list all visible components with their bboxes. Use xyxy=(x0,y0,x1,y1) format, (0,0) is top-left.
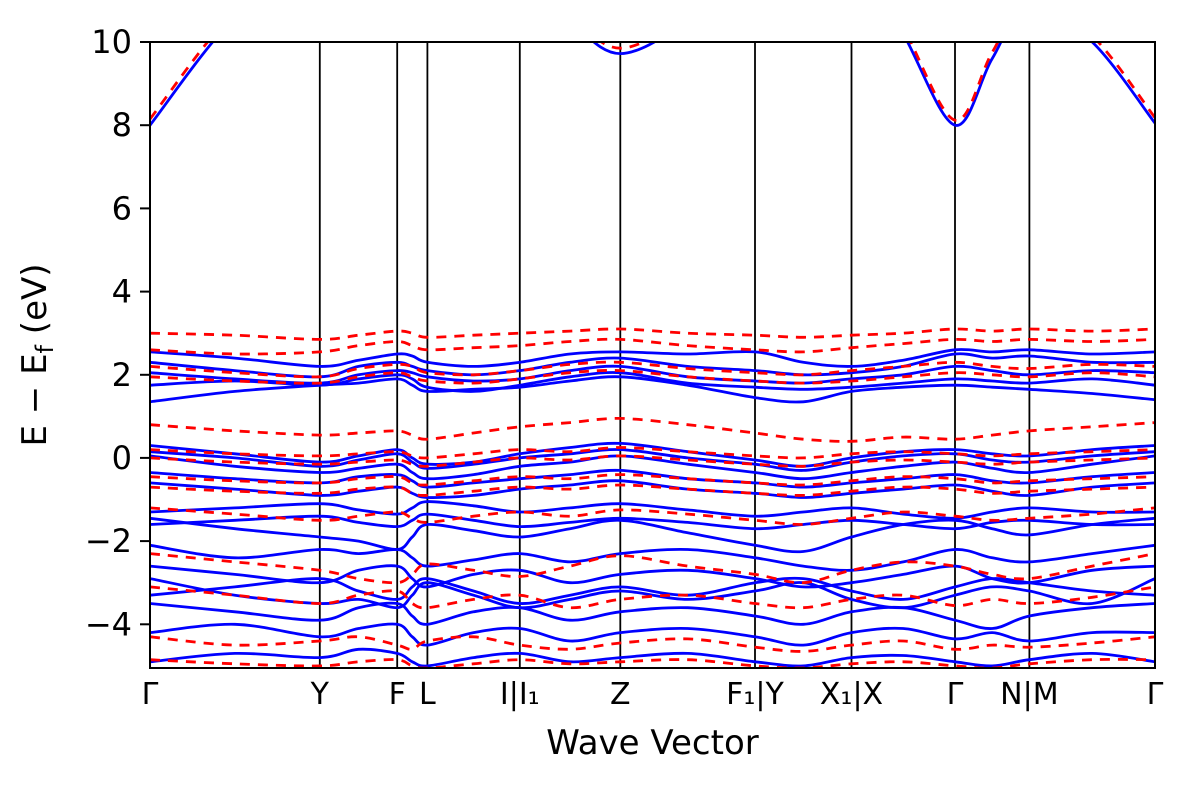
dashed-band-series-band xyxy=(150,552,1155,585)
dashed-band-series-band xyxy=(150,327,1155,341)
y-tick-label: 10 xyxy=(91,23,132,61)
dashed-band-series-band xyxy=(150,454,1155,468)
x-tick-label: F xyxy=(389,677,406,712)
x-tick-label: I|I₁ xyxy=(500,677,540,712)
dashed-band-series-band xyxy=(150,506,1155,526)
x-tick-label: F₁|Y xyxy=(726,677,784,712)
y-tick-label: 2 xyxy=(112,356,132,394)
x-tick-label: L xyxy=(419,677,436,712)
dashed-band-series-band xyxy=(150,473,1155,487)
y-tick-label: 6 xyxy=(112,189,132,227)
dashed-band-series-band xyxy=(150,446,1155,460)
solid-band-series-band xyxy=(150,576,1155,605)
solid-band-series-band xyxy=(150,468,1155,489)
y-tick-label: 8 xyxy=(112,106,132,144)
solid-band-series-band xyxy=(150,42,1155,127)
dashed-band-series-band xyxy=(150,369,1155,385)
solid-band-series-band xyxy=(150,622,1155,647)
x-tick-label: Γ xyxy=(1147,677,1164,712)
solid-band-series-band xyxy=(150,348,1155,368)
x-tick-label: Γ xyxy=(142,677,159,712)
dashed-band-series-band xyxy=(150,483,1155,497)
y-tick-label: −4 xyxy=(85,605,132,643)
solid-band-series-band xyxy=(150,448,1155,472)
solid-band-series-band xyxy=(150,479,1155,499)
axes-frame xyxy=(149,41,1156,669)
y-tick-label: 4 xyxy=(112,273,132,311)
solid-band-series-band xyxy=(150,500,1155,520)
y-axis-title: E − Ef (eV) xyxy=(15,263,59,446)
x-tick-label: Z xyxy=(610,677,631,712)
solid-band-series xyxy=(150,42,1155,668)
y-tick-label: −2 xyxy=(85,522,132,560)
solid-band-series-band xyxy=(150,352,1155,379)
solid-band-series-band xyxy=(150,375,1155,404)
solid-band-series-band xyxy=(150,543,1155,572)
solid-band-series-band xyxy=(150,441,1155,468)
solid-band-series-band xyxy=(150,577,1155,610)
dashed-band-series-band xyxy=(150,42,1155,122)
dashed-band-series-band xyxy=(150,337,1155,356)
dashed-band-series-band xyxy=(150,416,1155,443)
y-axis: −4 −2 0 2 4 6 8 10 xyxy=(85,23,150,643)
solid-band-series-band xyxy=(150,647,1155,668)
dashed-band-series-band xyxy=(150,360,1155,379)
x-axis: Γ Y F L I|I₁ Z F₁|Y X₁|X Γ N|M Γ xyxy=(142,677,1164,712)
x-tick-label: X₁|X xyxy=(820,677,883,712)
x-tick-label: N|M xyxy=(1000,677,1058,712)
dashed-band-series xyxy=(150,42,1155,668)
y-tick-label: 0 xyxy=(112,439,132,477)
solid-band-series-band xyxy=(150,364,1155,385)
x-tick-label: Y xyxy=(310,677,330,712)
solid-band-series-band xyxy=(150,516,1155,554)
x-tick-label: Γ xyxy=(947,677,964,712)
solid-band-series-band xyxy=(150,564,1155,589)
x-axis-title: Wave Vector xyxy=(546,723,758,763)
solid-band-series-band xyxy=(150,601,1155,630)
dashed-band-series-band xyxy=(150,635,1155,653)
solid-band-series-band xyxy=(150,371,1155,393)
